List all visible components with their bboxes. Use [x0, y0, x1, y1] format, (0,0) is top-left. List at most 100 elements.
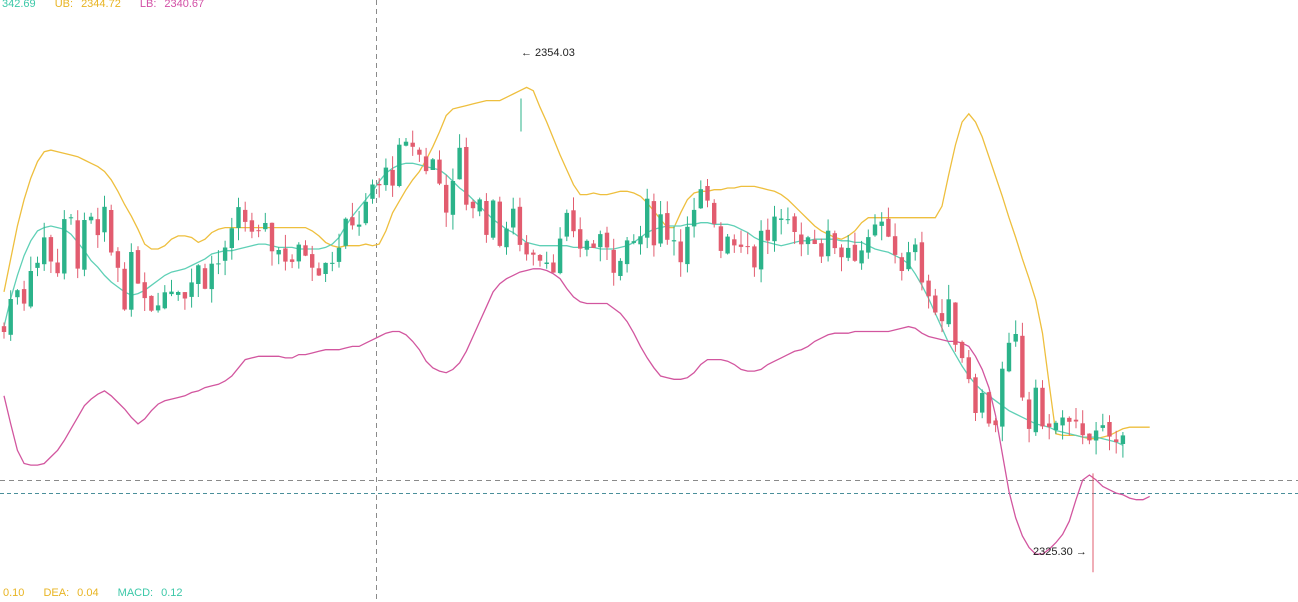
- candle-up: [229, 228, 234, 248]
- candle-up: [62, 219, 67, 274]
- candle-down: [135, 250, 141, 284]
- candle-up: [430, 159, 435, 170]
- candle-up: [671, 240, 677, 242]
- candle-up: [263, 223, 268, 230]
- candle-down: [551, 262, 556, 273]
- candle-up: [155, 305, 161, 311]
- candle-up: [691, 209, 697, 227]
- legend-mid-band: 342.69: [2, 0, 36, 10]
- candle-down: [973, 377, 978, 413]
- candle-up: [196, 265, 201, 284]
- candle-up: [544, 262, 549, 264]
- candle-down: [886, 218, 891, 237]
- candle-up: [330, 262, 335, 264]
- candle-down: [718, 226, 724, 251]
- candle-up: [564, 212, 569, 237]
- candle-up: [980, 393, 985, 413]
- candle-down: [202, 268, 208, 289]
- candle-down: [1114, 439, 1119, 443]
- candle-up: [825, 230, 831, 257]
- candle-down: [497, 201, 502, 246]
- candle-down: [517, 206, 523, 245]
- candle-up: [35, 262, 40, 268]
- lowest-price-label: 2325.30 →: [1033, 546, 1087, 558]
- candle-up: [872, 224, 878, 236]
- candle-down: [149, 295, 154, 311]
- candle-down: [1, 326, 7, 332]
- candle-up: [906, 252, 911, 270]
- candle-down: [316, 268, 322, 276]
- bollinger-bands: [3, 86, 1150, 555]
- candle-down: [182, 292, 188, 299]
- lower-band-line: [3, 268, 1150, 555]
- macd-legend: 0.10 DEA: 0.04 MACD: 0.12: [0, 587, 199, 600]
- candle-down: [1107, 422, 1112, 437]
- candle-down: [899, 257, 904, 271]
- candle-up: [1093, 430, 1099, 441]
- candle-up: [403, 141, 409, 146]
- candle-up: [1120, 435, 1126, 444]
- candle-up: [323, 262, 328, 274]
- candle-up: [189, 282, 194, 297]
- candle-down: [732, 239, 737, 246]
- candle-down: [269, 222, 275, 252]
- candle-up: [1006, 342, 1012, 372]
- candle-up: [779, 218, 784, 220]
- candle-up: [28, 271, 33, 307]
- candle-down: [1073, 419, 1079, 422]
- candle-down: [303, 245, 308, 256]
- candle-up: [1053, 422, 1059, 431]
- candle-up: [343, 218, 348, 246]
- candle-down: [819, 243, 824, 257]
- candle-down: [310, 254, 315, 268]
- candle-up: [504, 228, 509, 248]
- candle-up: [638, 236, 643, 245]
- candle-down: [95, 219, 100, 236]
- candle-down: [792, 216, 797, 232]
- candle-up: [490, 200, 496, 238]
- bollinger-legend: 342.69 UB: 2344.72 LB: 2340.67: [0, 0, 220, 11]
- candle-down: [839, 247, 844, 258]
- candle-up: [169, 291, 174, 295]
- candle-up: [42, 237, 47, 265]
- candle-down: [812, 239, 817, 244]
- candle-down: [1020, 335, 1025, 398]
- candle-down: [1087, 433, 1092, 441]
- candle-down: [953, 302, 958, 345]
- candle-up: [1100, 425, 1105, 428]
- candle-down: [852, 244, 858, 261]
- candle-up: [162, 292, 167, 309]
- candle-up: [236, 207, 241, 228]
- candle-up: [624, 240, 630, 265]
- candle-up: [82, 220, 87, 270]
- candle-up: [477, 199, 482, 212]
- candle-up: [758, 230, 764, 270]
- candle-down: [738, 244, 744, 247]
- candles: [1, 98, 1126, 573]
- candle-up: [450, 181, 456, 215]
- candle-up: [946, 299, 951, 325]
- candle-down: [537, 255, 543, 261]
- candle-up: [879, 221, 884, 226]
- candle-down: [1026, 399, 1032, 429]
- candle-down: [289, 259, 295, 262]
- legend-dif: 0.10: [3, 587, 25, 599]
- candle-up: [102, 206, 107, 233]
- candle-up: [457, 147, 462, 180]
- candle-up: [846, 247, 851, 258]
- candle-up: [336, 247, 342, 262]
- legend-upper-band: UB: 2344.72: [54, 0, 121, 10]
- candle-up: [631, 241, 636, 243]
- candle-down: [55, 262, 60, 274]
- candle-up: [584, 240, 590, 250]
- candle-down: [243, 209, 248, 222]
- candle-up: [370, 184, 375, 199]
- candle-down: [256, 230, 261, 232]
- candle-up: [276, 250, 281, 255]
- candle-down: [48, 237, 54, 262]
- highest-price-label: ← 2354.03: [521, 47, 575, 59]
- candle-down: [604, 232, 610, 248]
- candle-down: [665, 213, 670, 240]
